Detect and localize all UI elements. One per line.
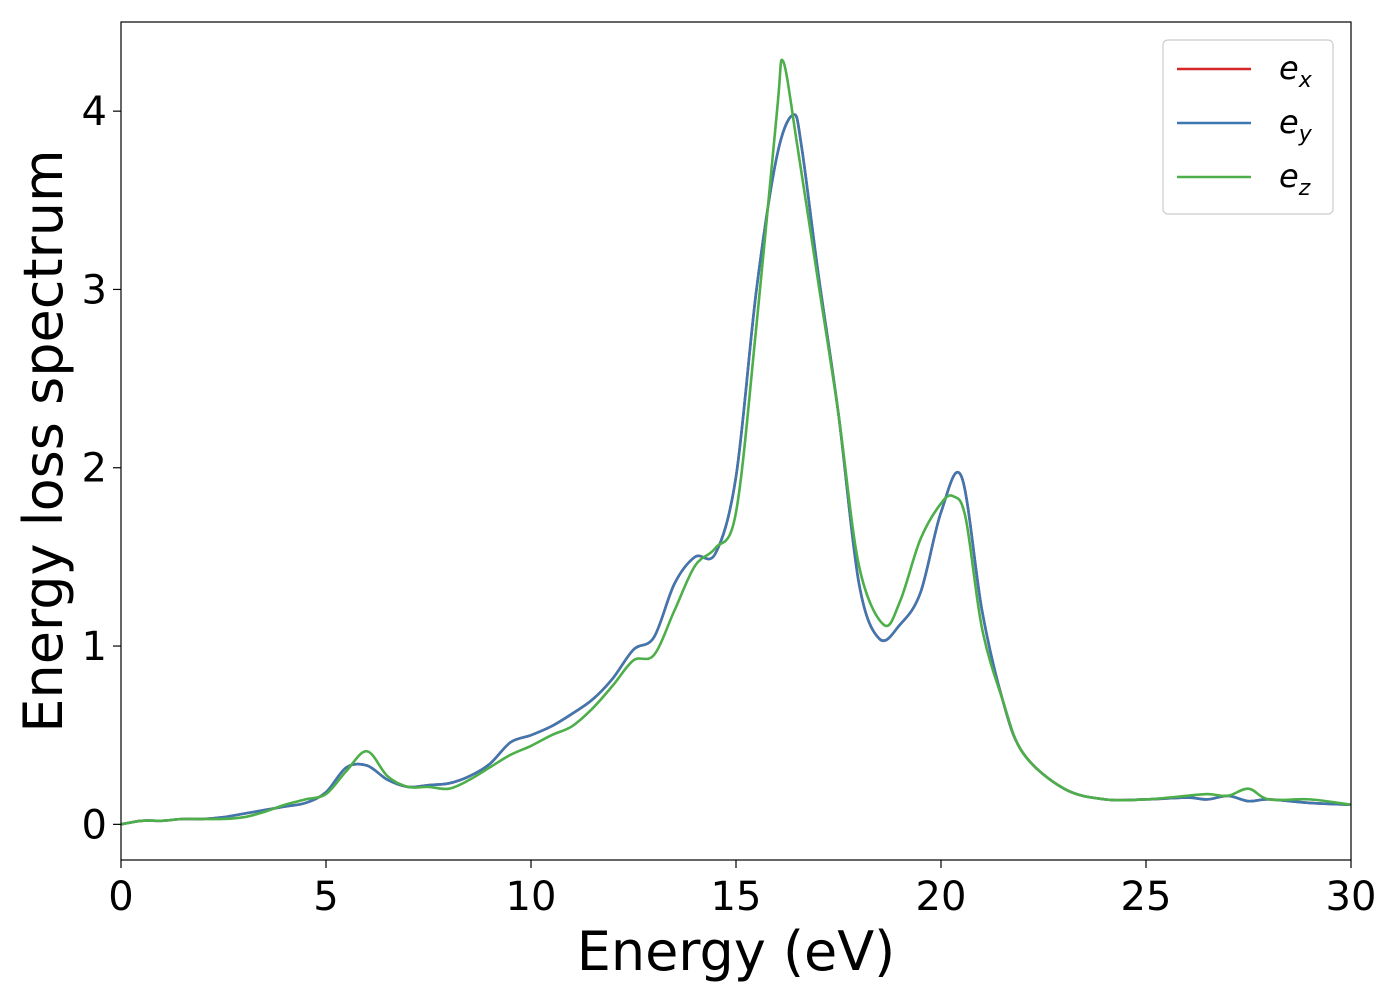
x-tick-label: 0 xyxy=(108,874,133,920)
legend: ex ey ez xyxy=(1162,39,1334,215)
y-axis-title: Energy loss spectrum xyxy=(12,149,75,732)
x-tick-label: 10 xyxy=(506,874,557,920)
legend-label: ey xyxy=(1279,103,1313,147)
x-tick-label: 5 xyxy=(313,874,338,920)
x-axis-title: Energy (eV) xyxy=(577,920,896,983)
series-line-z xyxy=(121,58,1351,826)
plot-lines xyxy=(121,58,1351,826)
x-tick-label: 20 xyxy=(916,874,967,920)
y-tick-label: 4 xyxy=(82,89,107,135)
x-tick-label: 30 xyxy=(1326,874,1377,920)
legend-box xyxy=(1162,39,1334,215)
x-axis: 0 5 10 15 20 25 30 xyxy=(108,860,1376,920)
x-tick-label: 15 xyxy=(711,874,762,920)
y-tick-label: 0 xyxy=(82,802,107,848)
series-line-y xyxy=(121,113,1351,826)
legend-label: ez xyxy=(1279,157,1311,201)
x-tick-label: 25 xyxy=(1121,874,1172,920)
legend-label: ex xyxy=(1279,49,1313,93)
y-tick-label: 1 xyxy=(82,624,107,670)
y-axis: 0 1 2 3 4 xyxy=(82,89,121,848)
y-tick-label: 3 xyxy=(82,267,107,313)
y-tick-label: 2 xyxy=(82,446,107,492)
